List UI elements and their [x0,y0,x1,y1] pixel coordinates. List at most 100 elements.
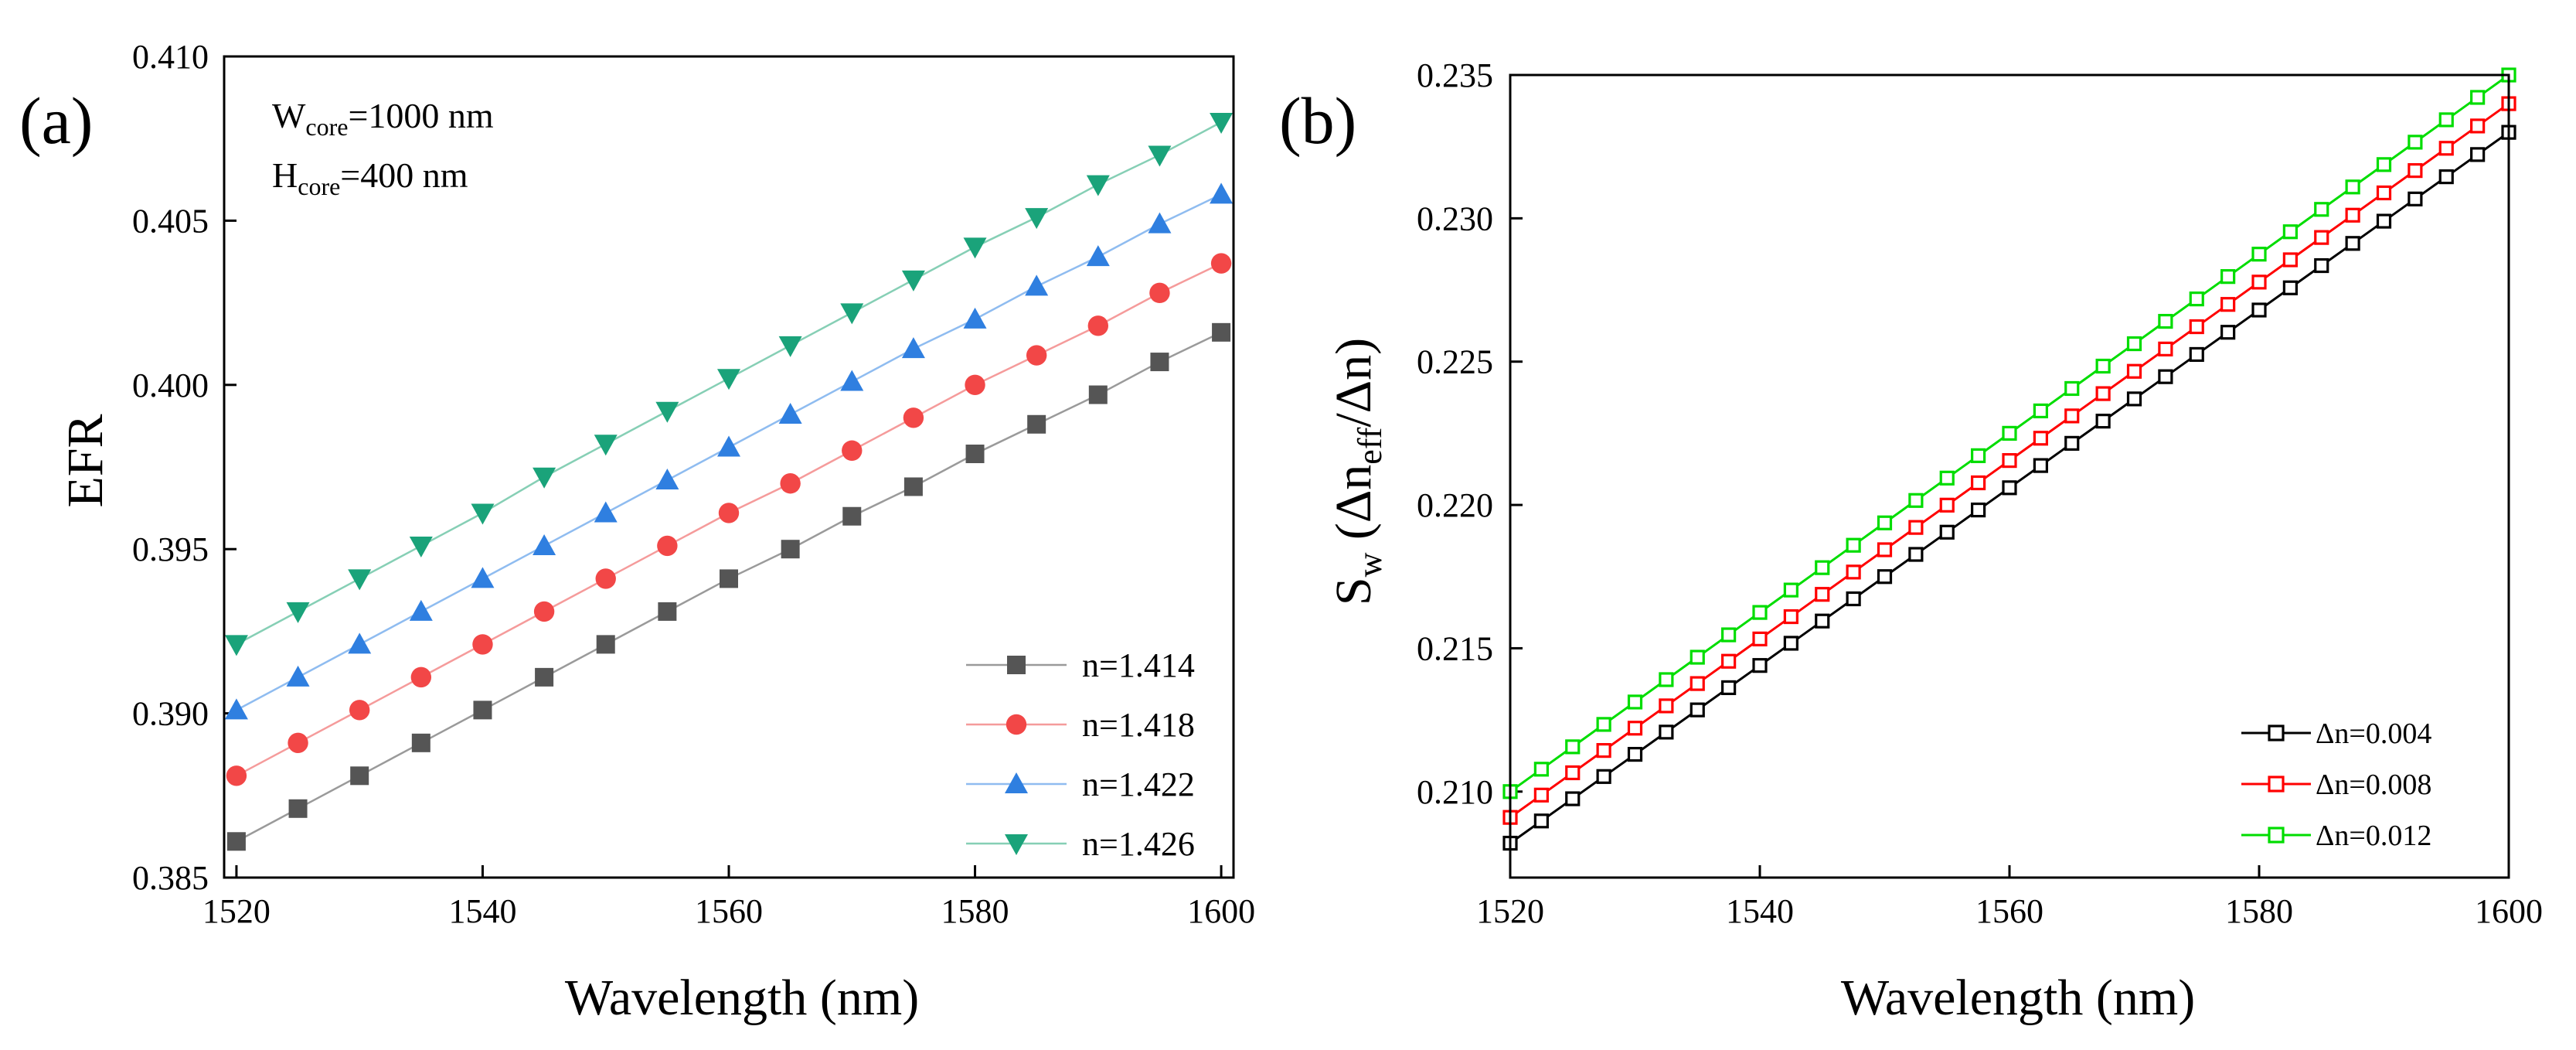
data-point [533,534,556,555]
data-point [1877,515,1893,530]
legend-item: n=1.422 [966,765,1195,803]
data-point [2314,257,2329,274]
data-point [2189,291,2204,307]
legend-marker [1005,772,1028,793]
legend-label: n=1.418 [1082,706,1195,744]
y-tick-label: 0.390 [132,695,209,733]
data-point [778,336,802,357]
legend-marker [2268,724,2285,741]
series-n=1.426 [224,112,1234,656]
data-point [1690,676,1705,691]
y-tick-label: 0.405 [132,202,209,240]
data-point [349,700,370,721]
data-point [1565,765,1581,781]
data-point [2438,141,2454,156]
data-point [2033,431,2048,446]
x-tick-label: 1580 [941,892,1009,930]
data-point [903,407,924,428]
panel-a-xlabel: Wavelength (nm) [565,970,919,1026]
data-point [2126,391,2142,407]
data-point [2376,185,2392,201]
data-point [1148,212,1172,234]
data-point [1088,385,1108,404]
legend-marker [2268,827,2285,844]
data-point [1939,524,1955,540]
data-point [2033,458,2048,473]
data-point [2158,341,2173,356]
data-point [1627,694,1643,710]
series-n=1.422 [224,182,1234,720]
panel-a-frame [223,55,1235,879]
data-point [2220,269,2236,285]
data-point [410,666,432,688]
y-tick-label: 0.225 [1417,343,1493,381]
data-point [2251,247,2267,262]
legend-marker [1005,834,1028,855]
data-point [2345,179,2360,195]
series-Δn=0.012 [1502,67,2516,799]
data-point [1210,182,1234,204]
x-tick-label: 1520 [1476,892,1544,930]
data-point [286,602,310,623]
data-point [781,540,800,559]
data-point [226,832,246,851]
data-point [1690,649,1705,665]
data-point [2345,236,2360,251]
data-point [2189,319,2204,335]
data-point [1627,721,1643,736]
data-point [657,535,678,557]
data-point [2220,325,2236,340]
y-tick-label: 0.410 [132,38,209,76]
data-point [471,567,495,588]
data-point [658,602,677,621]
panel-b: (b) Sw (Δneff/Δn) Wavelength (nm) 1520 15… [1279,56,2543,1026]
data-point [718,503,740,523]
data-point [2064,408,2080,424]
data-point [901,337,925,359]
data-point [2251,274,2267,290]
data-point [2126,336,2142,352]
panel-b-legend: Δn=0.004 Δn=0.008 Δn=0.012 [2241,718,2431,852]
data-point [965,445,985,464]
data-point [286,665,310,687]
data-point [1908,547,1924,562]
data-point [842,440,863,461]
data-point [1971,502,1986,518]
data-point [2376,213,2392,229]
data-point [1086,245,1110,267]
data-point [1148,145,1172,167]
annotation-w-sub: core [305,113,348,141]
y-tick-label: 0.395 [132,530,209,568]
data-point [1721,653,1737,669]
y-tick-label: 0.220 [1417,486,1493,524]
data-point [288,732,308,754]
x-tick-label: 1520 [202,892,271,930]
data-point [2064,435,2080,451]
data-point [1210,253,1232,274]
data-point [2282,280,2298,295]
data-point [1659,698,1674,714]
y-tick-label: 0.230 [1417,199,1493,237]
data-point [2002,480,2017,496]
data-point [1026,345,1047,366]
data-point [471,503,495,525]
data-point [1815,560,1830,575]
data-point [1533,813,1549,829]
y-tick-label: 0.210 [1417,773,1493,811]
data-point [655,468,679,489]
data-point [1752,658,1768,673]
legend-item: n=1.426 [966,825,1195,863]
x-tick-label: 1560 [695,892,763,930]
data-point [411,733,430,752]
data-point [1846,537,1861,553]
panel-b-xlabel: Wavelength (nm) [1841,970,2195,1026]
data-point [288,799,308,818]
data-point [2002,453,2017,469]
data-point [1565,739,1581,755]
series-n=1.414 [226,322,1231,851]
data-point [840,303,864,325]
panel-b-ylabel: Sw (Δneff/Δn) [1325,338,1389,605]
panel-a-ylabel: EFR [57,414,114,507]
data-point [224,698,248,720]
data-point [1149,282,1170,304]
